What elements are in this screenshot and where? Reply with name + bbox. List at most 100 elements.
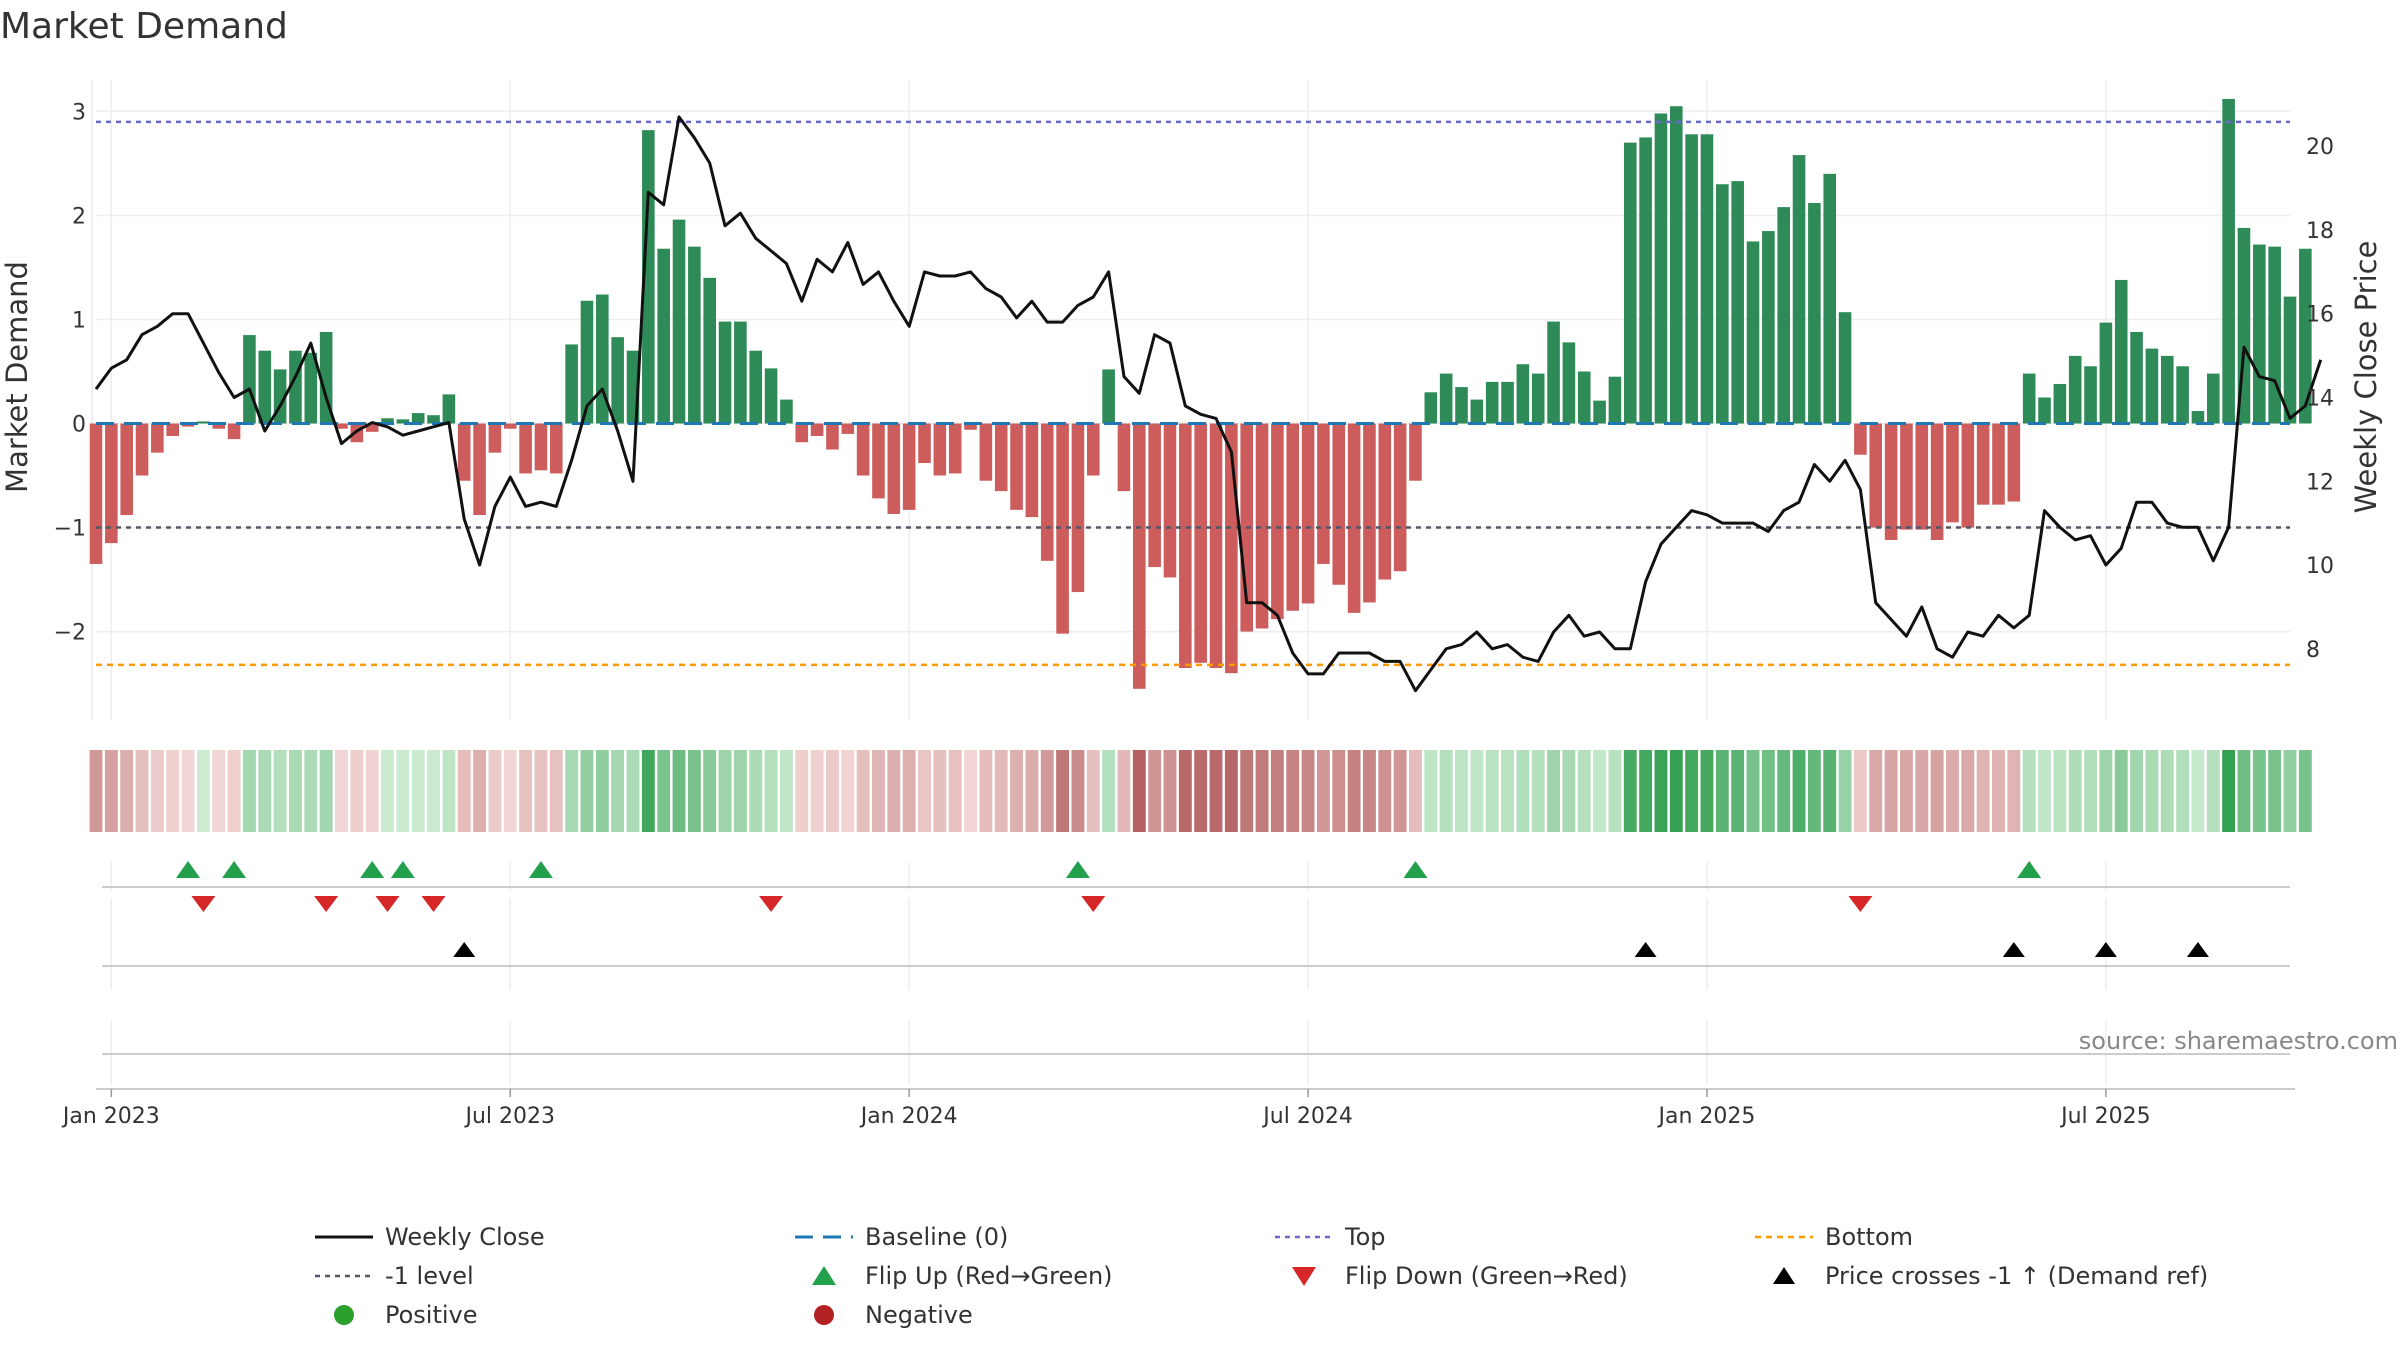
demand-bar — [1393, 423, 1407, 572]
demand-bar — [1071, 423, 1085, 593]
heat-cell — [212, 750, 226, 832]
demand-bar — [964, 423, 977, 430]
legend-swatch-price-cross — [1773, 1267, 1795, 1284]
heat-cell — [120, 750, 134, 832]
heat-cell — [1639, 750, 1653, 832]
x-tick-label: Jan 2023 — [61, 1104, 160, 1129]
demand-bar — [1716, 184, 1729, 424]
legend-swatch-positive — [334, 1305, 354, 1325]
legend-label: -1 level — [385, 1262, 474, 1290]
demand-bar — [1255, 423, 1269, 629]
heat-cell — [779, 750, 793, 832]
flip-down-marker — [191, 896, 216, 912]
heat-cell — [2145, 750, 2159, 832]
heat-cell — [1470, 750, 1484, 832]
heat-cell — [2099, 750, 2113, 832]
demand-bar — [1746, 241, 1760, 424]
flip-down-marker — [314, 896, 339, 912]
flip-up-marker — [528, 861, 553, 878]
demand-bar — [1271, 423, 1284, 620]
heat-cell — [1761, 750, 1775, 832]
heat-cell — [381, 750, 394, 832]
heat-cell — [1347, 750, 1361, 832]
heat-cell — [2237, 750, 2251, 832]
heat-cell — [2176, 750, 2190, 832]
heat-cell — [104, 750, 118, 832]
heat-cell — [1946, 750, 1959, 832]
demand-bar — [1102, 369, 1115, 424]
flip-down-marker — [421, 896, 446, 912]
x-tick-label: Jul 2025 — [2059, 1104, 2151, 1129]
demand-bar — [1163, 423, 1177, 578]
heat-cell — [135, 750, 149, 832]
price-cross-marker — [1634, 942, 1657, 957]
demand-bar — [2022, 373, 2036, 424]
heat-cell — [166, 750, 180, 832]
heat-cell — [1746, 750, 1760, 832]
empty-bottom-panel — [96, 1053, 2295, 1090]
heat-cell — [488, 750, 502, 832]
demand-bar — [856, 423, 870, 476]
heat-cell — [242, 750, 256, 832]
heat-cell — [1792, 750, 1806, 832]
heat-cell — [1961, 750, 1975, 832]
heat-cell — [1915, 750, 1929, 832]
heat-cell — [2068, 750, 2082, 832]
heat-cell — [1547, 750, 1560, 832]
heat-cell — [1976, 750, 1990, 832]
heat-cell — [1148, 750, 1162, 832]
heat-cell — [1700, 750, 1714, 832]
heat-cell — [196, 750, 210, 832]
demand-bar — [2099, 322, 2113, 424]
heat-cell — [733, 750, 747, 832]
demand-bar — [764, 368, 778, 424]
demand-bar — [979, 423, 993, 481]
demand-bar — [381, 418, 394, 424]
heat-cell — [1102, 750, 1116, 832]
heat-cell — [2191, 750, 2205, 832]
demand-bar — [105, 423, 118, 544]
demand-bar — [304, 352, 318, 424]
y-tick-label-left: 3 — [72, 100, 86, 125]
heat-cell — [856, 750, 870, 832]
heat-cell — [2130, 750, 2144, 832]
reference-lines — [96, 120, 2290, 667]
heat-cell — [89, 750, 103, 832]
heat-cell — [1455, 750, 1468, 832]
heat-cell — [1577, 750, 1591, 832]
demand-bar — [749, 350, 763, 424]
heat-cell — [1531, 750, 1545, 832]
demand-bar — [672, 219, 686, 424]
heat-cell — [749, 750, 763, 832]
demand-bar — [1347, 423, 1361, 613]
demand-bar — [2206, 373, 2220, 424]
heat-cell — [1685, 750, 1699, 832]
demand-bar — [1117, 423, 1131, 492]
demand-bar — [1654, 113, 1668, 424]
demand-bar — [1470, 399, 1484, 424]
demand-bar — [642, 130, 655, 424]
heat-cell — [1654, 750, 1668, 832]
heat-cell — [1224, 750, 1238, 832]
demand-bar — [1731, 181, 1744, 424]
heat-cell — [1178, 750, 1192, 832]
heat-cell — [289, 750, 302, 832]
heat-cell — [1623, 750, 1637, 832]
heat-cell — [1562, 750, 1576, 832]
heat-cell — [1086, 750, 1100, 832]
demand-bar — [734, 321, 747, 424]
demand-bar — [1777, 207, 1790, 424]
demand-bar — [1854, 423, 1867, 455]
flip-down-marker — [759, 896, 784, 912]
legend-label: Weekly Close — [385, 1223, 545, 1251]
y-tick-label-right: 18 — [2306, 219, 2334, 244]
x-tick-label: Jul 2024 — [1261, 1104, 1353, 1129]
demand-bar — [1531, 373, 1545, 424]
legend-swatch-flip-up — [812, 1266, 836, 1285]
y-tick-label-right: 16 — [2306, 303, 2334, 328]
heat-cell — [427, 750, 440, 832]
x-axis-ticks: Jan 2023 Jul 2023 Jan 2024 Jul 2024 Jan 2025… — [61, 1089, 2151, 1129]
heat-cell — [964, 750, 977, 832]
x-tick-label: Jul 2023 — [463, 1104, 555, 1129]
heat-cell — [672, 750, 686, 832]
